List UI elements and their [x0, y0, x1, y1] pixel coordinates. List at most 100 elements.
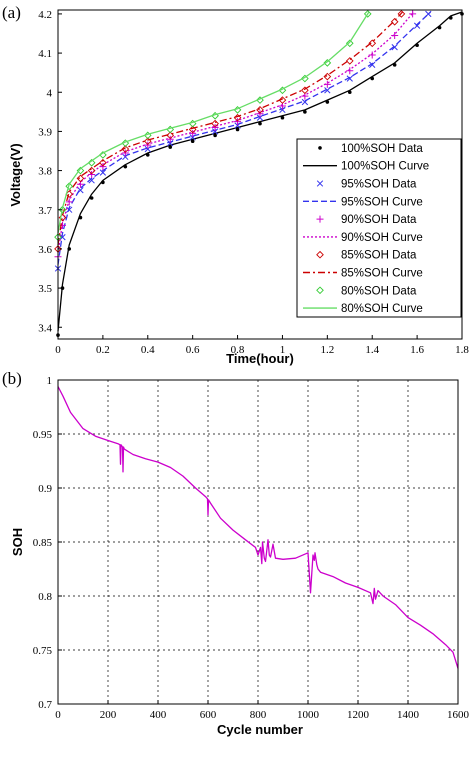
- y-tick-label: 0.8: [38, 591, 52, 603]
- x-tick-label: 0: [55, 709, 61, 721]
- x-tick-label: 800: [250, 709, 267, 721]
- y-axis-label-b: SOH: [10, 528, 25, 556]
- voltage-chart: (a) 0 0.2 0.4 0.6 0.8 1 1.2 1.4 1.6 1.8 3.4 3.5 3.6…: [2, 3, 469, 366]
- data-point: [235, 127, 240, 132]
- data-point: [190, 139, 195, 144]
- data-point: [144, 141, 152, 149]
- data-point: [323, 72, 332, 81]
- x-tick-label: 200: [100, 709, 117, 721]
- data-point: [256, 110, 264, 118]
- x-tick-label: 1000: [297, 709, 320, 721]
- data-point: [258, 121, 262, 126]
- y-tick-label: 3.5: [38, 283, 52, 295]
- data-point: [88, 171, 96, 178]
- data-point: [409, 10, 417, 18]
- series-line-series: [57, 386, 459, 669]
- y-tick-label: 3.4: [38, 322, 52, 334]
- series-100-pctsoh-data: [56, 12, 464, 337]
- data-point: [76, 174, 85, 183]
- data-point: [213, 133, 217, 138]
- legend-entry-label: 85%SOH Curve: [341, 268, 423, 280]
- x-tick-label: 1.8: [455, 344, 469, 356]
- x-axis-label-a: Time(hour): [226, 351, 294, 366]
- x-tick-label: 1600: [447, 709, 470, 721]
- y-tick-label: 3.6: [38, 244, 52, 256]
- legend: 100%SOH Data 100%SOH Curve 95%SOH Data 95%S…: [296, 138, 462, 318]
- x-tick-label: 0.2: [96, 344, 110, 356]
- x-tick-label: 1200: [347, 709, 370, 721]
- legend-marker: [318, 146, 322, 150]
- data-point: [363, 10, 372, 18]
- x-tick-label: 1400: [397, 709, 420, 721]
- panel-label-a: (a): [2, 3, 21, 22]
- legend-entry-label: 85%SOH Data: [341, 250, 417, 262]
- soh-chart: (b) 0 200 400 600 800 1000 1200 1400 1600 0.7 0.7…: [2, 369, 470, 737]
- data-point: [88, 177, 95, 184]
- y-tick-label: 3.9: [38, 126, 52, 138]
- x-tick-label: 1.4: [365, 344, 379, 356]
- series-line-90-pctsoh-curve: [57, 11, 415, 253]
- legend-entry-label: 95%SOH Data: [341, 179, 417, 191]
- y-tick-label: 0.75: [33, 645, 53, 657]
- legend-marker: [316, 286, 324, 295]
- data-point: [301, 86, 309, 95]
- x-tick-label: 0.8: [231, 344, 245, 356]
- y-tick-label: 3.8: [38, 166, 52, 178]
- data-point: [323, 59, 332, 67]
- x-tick-label: 0.4: [141, 344, 155, 356]
- data-point: [368, 39, 377, 48]
- plot-frame-a: [57, 9, 463, 340]
- data-point: [397, 10, 406, 18]
- data-point: [345, 39, 354, 48]
- data-point: [76, 166, 85, 175]
- y-tick-label: 4.2: [38, 9, 52, 21]
- data-point: [346, 67, 354, 75]
- data-point: [121, 149, 129, 157]
- data-point: [369, 61, 376, 68]
- data-point: [256, 114, 264, 121]
- legend-box: [296, 138, 462, 318]
- x-tick-label: 1.6: [410, 344, 424, 356]
- data-point: [278, 86, 287, 95]
- x-tick-label: 0.6: [186, 344, 200, 356]
- data-point: [89, 196, 94, 200]
- x-tick-label: 400: [150, 709, 167, 721]
- data-point: [99, 158, 107, 167]
- data-point: [234, 118, 242, 126]
- data-point: [278, 96, 287, 104]
- data-point: [121, 139, 130, 148]
- data-point: [303, 110, 307, 114]
- data-point: [413, 22, 421, 29]
- y-tick-label: 0.95: [33, 429, 53, 441]
- y-tick-label: 0.9: [38, 483, 52, 495]
- y-tick-label: 0.7: [38, 699, 52, 711]
- data-point: [168, 145, 173, 149]
- data-point: [99, 169, 107, 176]
- legend-entry-label: 95%SOH Curve: [341, 196, 423, 208]
- y-tick-label: 4: [47, 87, 53, 99]
- panel-label-b: (b): [2, 369, 22, 388]
- legend-entry-label: 80%SOH Data: [341, 285, 417, 297]
- legend-marker: [316, 215, 324, 223]
- data-point: [368, 51, 376, 59]
- data-point: [301, 74, 309, 83]
- data-point: [211, 128, 219, 135]
- data-point: [87, 166, 96, 175]
- x-tick-label: 600: [200, 709, 217, 721]
- legend-entry-label: 90%SOH Curve: [341, 232, 423, 244]
- data-point: [143, 137, 152, 146]
- x-axis-label-b: Cycle number: [217, 722, 303, 737]
- data-point: [280, 115, 285, 120]
- y-tick-label: 1: [47, 375, 53, 387]
- data-point: [345, 57, 354, 65]
- legend-entry-label: 80%SOH Curve: [341, 303, 423, 315]
- data-point: [121, 145, 130, 153]
- series-line-85-pctsoh-curve: [57, 11, 403, 246]
- legend-marker: [316, 250, 324, 259]
- data-point: [144, 145, 151, 153]
- x-tick-label: 0: [55, 344, 61, 356]
- legend-entry-label: 100%SOH Data: [341, 143, 423, 155]
- x-tick-label: 1.2: [320, 344, 334, 356]
- series-line-100-pctsoh-curve: [57, 11, 463, 332]
